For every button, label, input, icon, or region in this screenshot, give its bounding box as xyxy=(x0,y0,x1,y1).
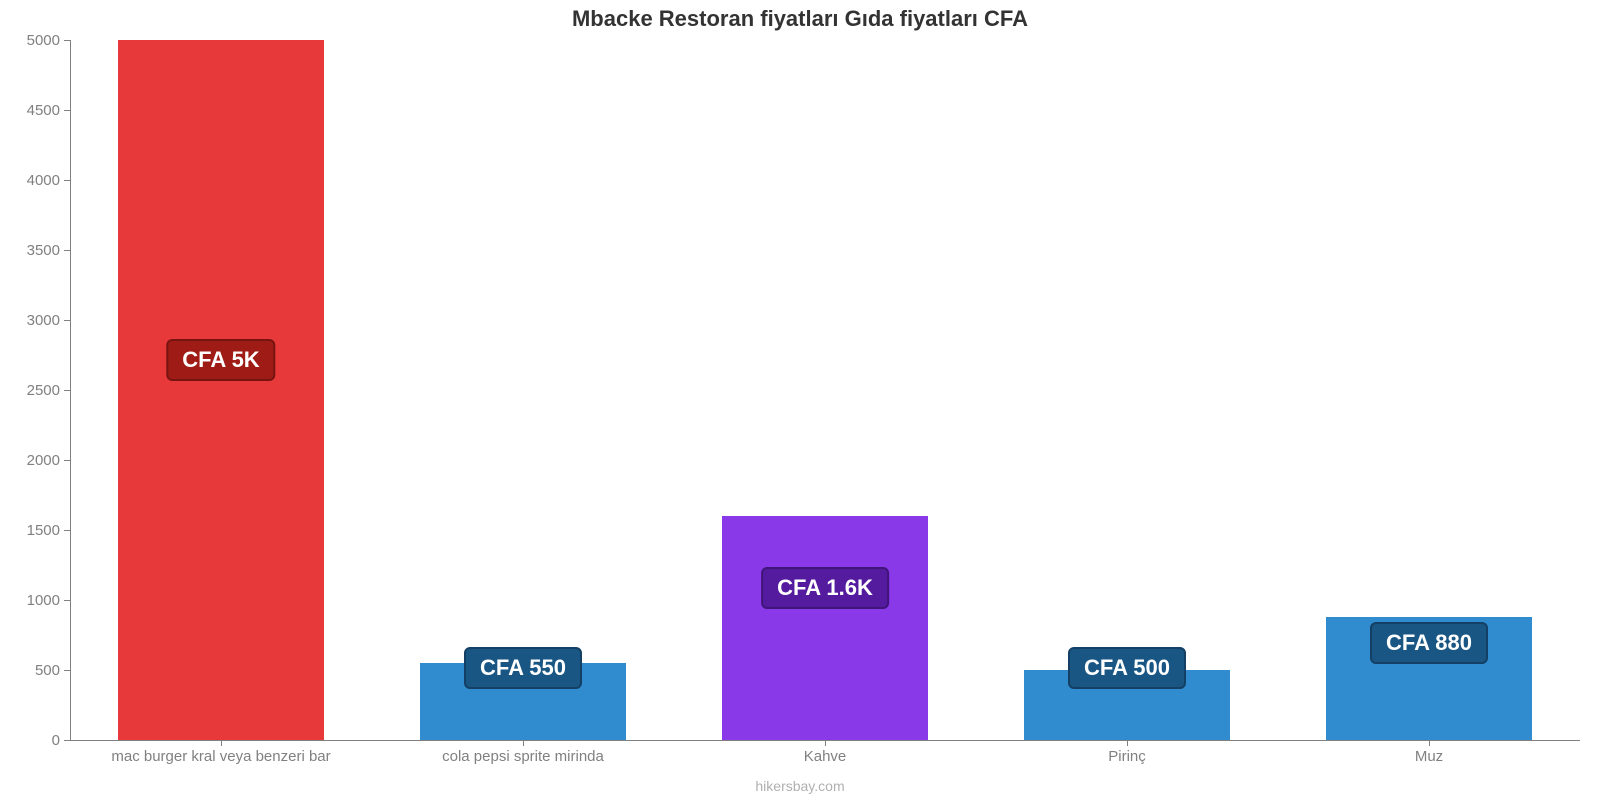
x-tick-mark xyxy=(1429,740,1430,746)
y-tick-label: 4000 xyxy=(27,172,60,189)
value-badge: CFA 880 xyxy=(1370,622,1488,664)
bar-slot: PirinçCFA 500 xyxy=(976,40,1278,740)
x-tick-mark xyxy=(1127,740,1128,746)
category-label: Pirinç xyxy=(1108,748,1146,765)
bar: CFA 5K xyxy=(118,40,323,740)
bar: CFA 880 xyxy=(1326,617,1531,740)
category-label: cola pepsi sprite mirinda xyxy=(442,748,604,765)
y-tick-label: 1000 xyxy=(27,592,60,609)
y-tick-label: 3000 xyxy=(27,312,60,329)
bar: CFA 500 xyxy=(1024,670,1229,740)
y-tick-label: 0 xyxy=(52,732,60,749)
bar-slot: cola pepsi sprite mirindaCFA 550 xyxy=(372,40,674,740)
x-tick-mark xyxy=(825,740,826,746)
bar-slot: KahveCFA 1.6K xyxy=(674,40,976,740)
bar-slot: MuzCFA 880 xyxy=(1278,40,1580,740)
value-badge: CFA 1.6K xyxy=(761,567,889,609)
x-tick-mark xyxy=(221,740,222,746)
chart-footer: hikersbay.com xyxy=(0,778,1600,794)
value-badge: CFA 5K xyxy=(166,339,275,381)
y-tick-label: 500 xyxy=(35,662,60,679)
bars-container: mac burger kral veya benzeri barCFA 5Kco… xyxy=(70,40,1580,740)
value-badge: CFA 550 xyxy=(464,647,582,689)
y-tick-label: 2500 xyxy=(27,382,60,399)
category-label: Muz xyxy=(1415,748,1443,765)
x-tick-mark xyxy=(523,740,524,746)
y-tick-mark xyxy=(64,740,70,741)
y-tick-label: 1500 xyxy=(27,522,60,539)
category-label: mac burger kral veya benzeri bar xyxy=(111,748,330,765)
chart-title: Mbacke Restoran fiyatları Gıda fiyatları… xyxy=(0,6,1600,32)
bar-slot: mac burger kral veya benzeri barCFA 5K xyxy=(70,40,372,740)
price-bar-chart: Mbacke Restoran fiyatları Gıda fiyatları… xyxy=(0,0,1600,800)
bar: CFA 550 xyxy=(420,663,625,740)
value-badge: CFA 500 xyxy=(1068,647,1186,689)
bar: CFA 1.6K xyxy=(722,516,927,740)
y-tick-label: 4500 xyxy=(27,102,60,119)
y-tick-label: 5000 xyxy=(27,32,60,49)
category-label: Kahve xyxy=(804,748,847,765)
y-tick-label: 2000 xyxy=(27,452,60,469)
y-tick-label: 3500 xyxy=(27,242,60,259)
plot-area: 0500100015002000250030003500400045005000… xyxy=(70,40,1580,740)
